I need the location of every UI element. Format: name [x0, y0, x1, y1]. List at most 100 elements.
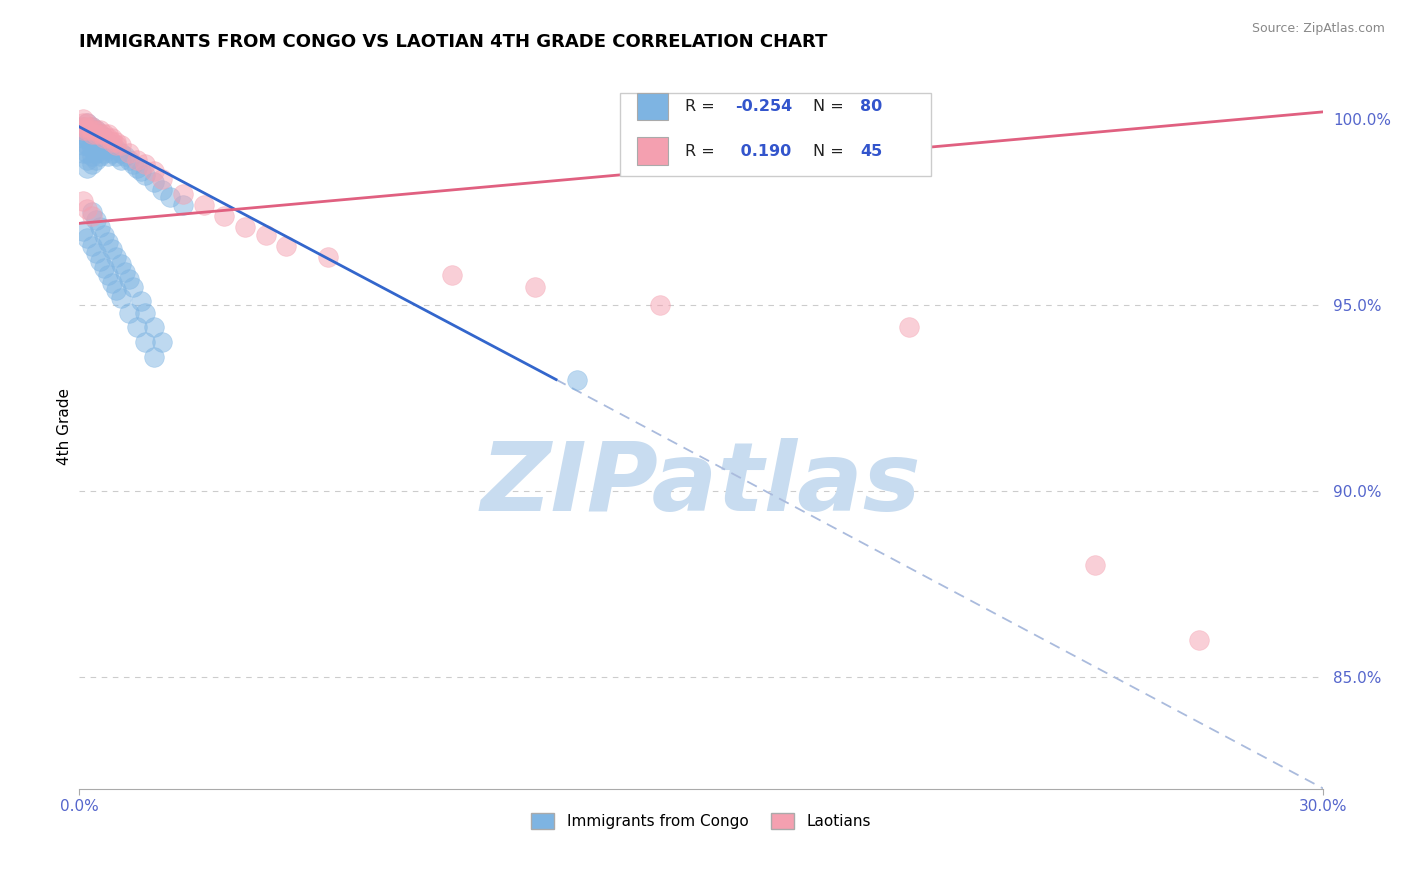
- Point: [76, 138, 98, 153]
- Point: [897, 320, 920, 334]
- Point: [105, 283, 128, 297]
- Point: [142, 164, 165, 178]
- Point: [89, 253, 111, 268]
- Point: [105, 135, 128, 149]
- Point: [93, 131, 115, 145]
- Point: [76, 161, 98, 175]
- Point: [114, 149, 136, 163]
- Point: [93, 227, 115, 242]
- Point: [127, 161, 149, 175]
- Point: [80, 205, 103, 219]
- Point: [72, 138, 94, 153]
- Point: [80, 135, 103, 149]
- Point: [150, 171, 173, 186]
- Bar: [620, 93, 931, 176]
- Point: [565, 372, 588, 386]
- Point: [131, 294, 153, 309]
- Text: 80: 80: [860, 99, 883, 114]
- Point: [134, 335, 156, 350]
- Point: [1188, 632, 1211, 647]
- Point: [254, 227, 277, 242]
- Point: [93, 127, 115, 141]
- Point: [172, 186, 194, 201]
- Text: -0.254: -0.254: [735, 99, 792, 114]
- Point: [76, 231, 98, 245]
- Point: [214, 209, 236, 223]
- Point: [72, 120, 94, 134]
- Point: [110, 153, 132, 168]
- Point: [105, 142, 128, 156]
- Point: [89, 220, 111, 235]
- Point: [110, 257, 132, 271]
- Point: [118, 153, 141, 168]
- Point: [105, 138, 128, 153]
- Text: IMMIGRANTS FROM CONGO VS LAOTIAN 4TH GRADE CORRELATION CHART: IMMIGRANTS FROM CONGO VS LAOTIAN 4TH GRA…: [79, 33, 828, 51]
- Point: [84, 212, 107, 227]
- Point: [84, 246, 107, 260]
- Point: [105, 149, 128, 163]
- Text: N =: N =: [813, 144, 844, 159]
- Point: [134, 168, 156, 182]
- Point: [122, 279, 145, 293]
- Point: [76, 202, 98, 216]
- Point: [72, 145, 94, 160]
- Point: [80, 127, 103, 141]
- Point: [101, 138, 124, 153]
- Point: [150, 183, 173, 197]
- Point: [80, 149, 103, 163]
- Point: [172, 198, 194, 212]
- Point: [76, 123, 98, 137]
- Point: [76, 120, 98, 134]
- Point: [72, 123, 94, 137]
- Point: [72, 116, 94, 130]
- Point: [72, 224, 94, 238]
- Point: [80, 120, 103, 134]
- Point: [159, 190, 181, 204]
- Point: [134, 157, 156, 171]
- Text: 0.190: 0.190: [735, 144, 792, 159]
- Point: [80, 238, 103, 252]
- Point: [97, 131, 120, 145]
- Point: [142, 320, 165, 334]
- Point: [118, 305, 141, 319]
- Point: [142, 176, 165, 190]
- Point: [118, 145, 141, 160]
- Point: [89, 149, 111, 163]
- Point: [80, 142, 103, 156]
- Point: [84, 138, 107, 153]
- Point: [101, 131, 124, 145]
- Point: [84, 131, 107, 145]
- Text: N =: N =: [813, 99, 844, 114]
- Point: [101, 243, 124, 257]
- Point: [142, 350, 165, 364]
- Legend: Immigrants from Congo, Laotians: Immigrants from Congo, Laotians: [526, 807, 877, 835]
- Point: [76, 145, 98, 160]
- Point: [97, 142, 120, 156]
- Point: [89, 142, 111, 156]
- Point: [72, 120, 94, 134]
- Point: [118, 272, 141, 286]
- Point: [76, 116, 98, 130]
- Point: [441, 268, 464, 283]
- Text: R =: R =: [685, 144, 714, 159]
- Point: [93, 260, 115, 275]
- Point: [97, 149, 120, 163]
- Text: Source: ZipAtlas.com: Source: ZipAtlas.com: [1251, 22, 1385, 36]
- Point: [84, 123, 107, 137]
- Text: ZIPatlas: ZIPatlas: [481, 437, 921, 531]
- Point: [97, 268, 120, 283]
- Point: [110, 138, 132, 153]
- Point: [76, 116, 98, 130]
- Point: [84, 123, 107, 137]
- Point: [84, 145, 107, 160]
- Bar: [637, 93, 668, 120]
- Point: [648, 298, 671, 312]
- Point: [101, 145, 124, 160]
- Point: [127, 320, 149, 334]
- Point: [76, 153, 98, 168]
- Point: [524, 279, 547, 293]
- Point: [72, 127, 94, 141]
- Point: [80, 127, 103, 141]
- Point: [193, 198, 215, 212]
- Point: [76, 123, 98, 137]
